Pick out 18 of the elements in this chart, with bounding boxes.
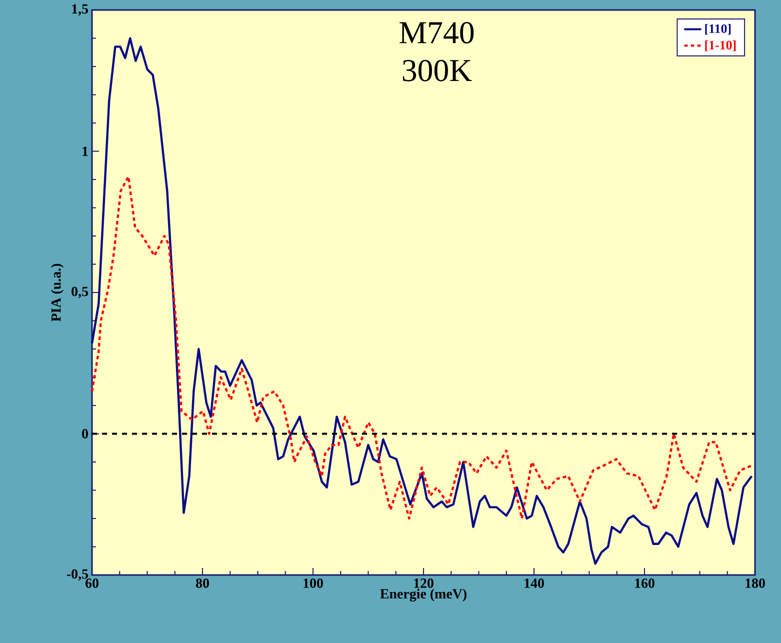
x-tick-label: 140 xyxy=(524,578,544,588)
x-tick-label: 180 xyxy=(746,578,765,588)
text: 300K xyxy=(402,60,472,82)
y-tick-label: 0,5 xyxy=(72,286,88,298)
x-tick-label: 100 xyxy=(304,578,323,588)
x-tick-label: 160 xyxy=(635,578,654,588)
legend-label: [110] xyxy=(705,24,731,35)
legend-label: [1-10] xyxy=(705,40,736,52)
y-tick-label: -0,5 xyxy=(66,569,88,581)
x-tick-label: 80 xyxy=(196,578,209,588)
chart-title: M740 xyxy=(400,22,474,44)
x-axis-title: Energie (meV) xyxy=(380,588,466,602)
x-tick-label: 120 xyxy=(414,578,434,588)
y-tick-label: 1 xyxy=(82,146,88,156)
y-axis-title: PIA (u.a.) xyxy=(50,264,64,322)
y-tick-label: 1,5 xyxy=(72,4,88,16)
x-tick-label: 60 xyxy=(86,578,98,588)
y-tick-label: 0 xyxy=(82,429,88,438)
